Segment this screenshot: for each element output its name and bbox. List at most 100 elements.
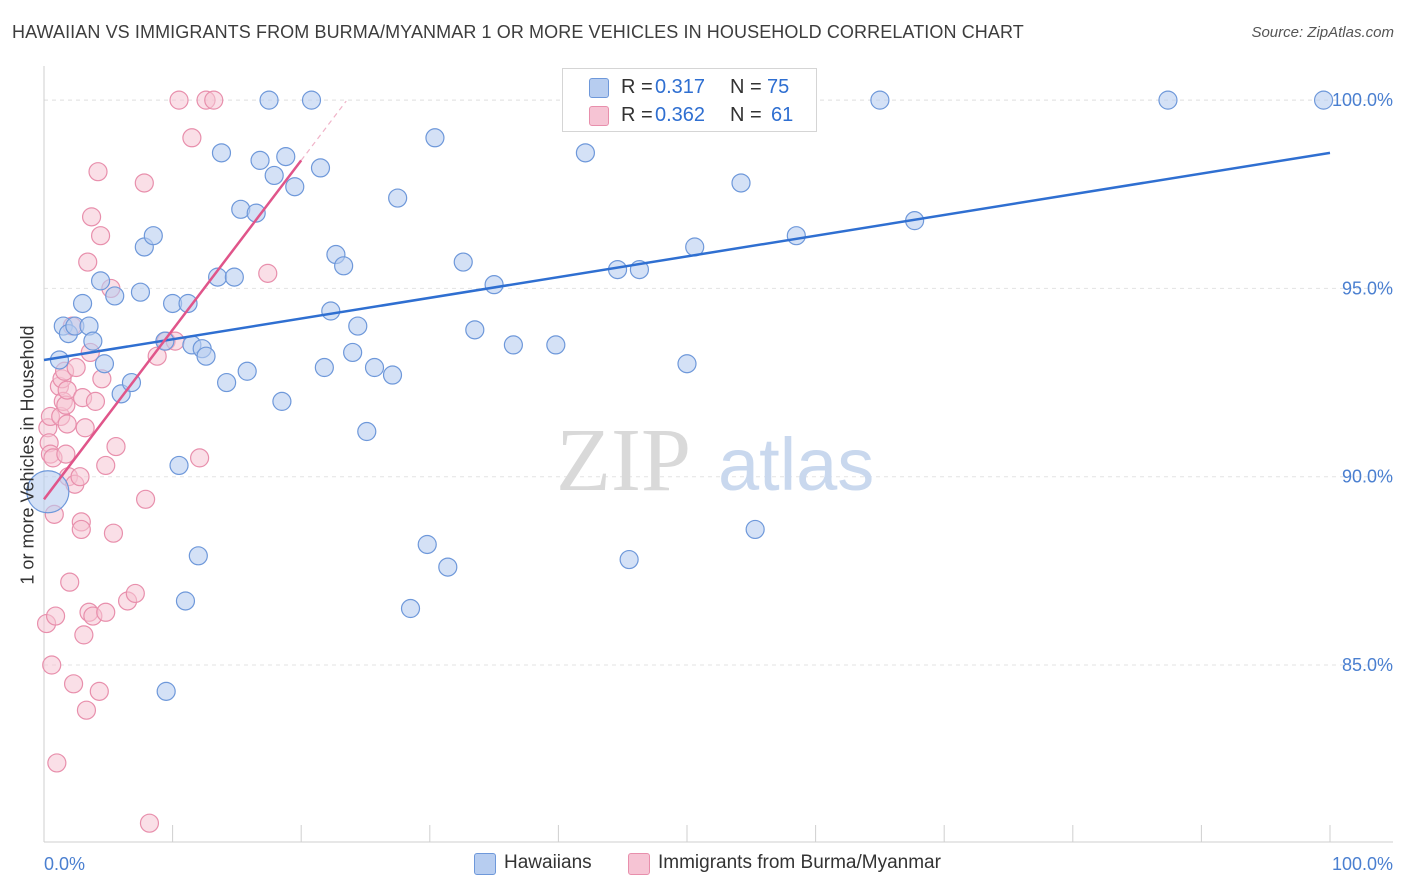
- burma-point: [139, 813, 160, 833]
- hawaiian-point: [301, 90, 322, 110]
- burma-point: [103, 523, 124, 543]
- hawaiian-point: [276, 147, 296, 167]
- hawaiian-point: [465, 320, 485, 340]
- hawaiian-point: [196, 346, 216, 366]
- y-axis-label: 1 or more Vehicles in Household: [17, 325, 38, 585]
- legend-label: Hawaiians: [504, 852, 592, 873]
- burma-point: [42, 655, 62, 675]
- hawaiian-point: [94, 354, 115, 374]
- hawaiian-point: [438, 557, 458, 577]
- burma-point: [204, 90, 224, 110]
- burma-trend-extension: [300, 100, 347, 161]
- hawaiian-point: [364, 357, 385, 378]
- x-tick-label: 0.0%: [44, 854, 85, 874]
- hawaiian-point: [382, 365, 403, 385]
- burma-legend-swatch: [628, 853, 650, 875]
- gridlines: [44, 99, 1390, 666]
- burma-point: [56, 444, 76, 464]
- hawaiian-point: [334, 256, 354, 276]
- hawaiian-point: [343, 342, 363, 363]
- n-value: 75: [767, 76, 790, 98]
- hawaiian-point: [677, 354, 697, 374]
- hawaiian-point: [143, 226, 163, 246]
- burma-point: [57, 380, 77, 400]
- source-credit: Source: ZipAtlas.com: [1251, 24, 1394, 41]
- hawaiian-point: [619, 549, 639, 570]
- hawaiian-point: [224, 267, 244, 287]
- legend-label: Immigrants from Burma/Myanmar: [658, 852, 941, 873]
- hawaiian-point: [786, 226, 806, 246]
- y-tick-label: 100.0%: [1332, 90, 1393, 110]
- burma-point: [75, 418, 95, 438]
- series-legend: Hawaiians Immigrants from Burma/Myanmar: [0, 850, 1406, 880]
- hawaiian-point: [357, 421, 377, 442]
- hawaiian-point: [348, 316, 368, 336]
- burma-point: [125, 583, 145, 604]
- stats-legend: R = 0.317 N = 75 R = 0.362 N = 61: [562, 68, 817, 132]
- hawaiian-point: [745, 519, 765, 540]
- stats-row-burma: R = 0.362 N = 61: [563, 101, 816, 129]
- hawaiian-points: [26, 90, 1334, 701]
- burma-points: [36, 90, 278, 833]
- tick-labels: 85.0% 90.0% 95.0% 100.0% 0.0% 100.0%: [44, 90, 1393, 874]
- hawaiian-point: [246, 203, 266, 223]
- hawaiian-point: [1158, 90, 1178, 110]
- burma-point: [135, 489, 156, 509]
- burma-point: [147, 346, 167, 366]
- hawaiian-point: [321, 301, 341, 321]
- y-tick-label: 90.0%: [1342, 467, 1393, 487]
- hawaiian-point: [400, 598, 421, 619]
- burma-point: [76, 700, 97, 720]
- hawaiian-point: [870, 90, 890, 110]
- hawaiian-point: [237, 361, 257, 381]
- hawaiian-point: [49, 350, 70, 370]
- burma-point: [70, 467, 90, 487]
- hawaiian-point: [731, 173, 751, 193]
- n-value: 61: [771, 104, 794, 126]
- burma-point: [81, 207, 102, 227]
- stats-row-hawaiians: R = 0.317 N = 75: [563, 73, 816, 101]
- hawaiian-point: [425, 128, 445, 148]
- y-tick-label: 95.0%: [1342, 278, 1393, 298]
- hawaiian-point: [130, 282, 151, 302]
- hawaiian-point: [188, 546, 208, 566]
- hawaiian-point: [178, 293, 198, 314]
- hawaiian-point: [484, 275, 504, 295]
- hawaiian-point: [546, 335, 566, 355]
- hawaiian-point: [72, 293, 93, 314]
- burma-point: [85, 391, 106, 411]
- y-tick-label: 85.0%: [1342, 655, 1393, 675]
- burma-swatch: [589, 106, 609, 126]
- burma-point: [169, 90, 189, 110]
- burma-point: [190, 448, 210, 468]
- burma-point: [134, 173, 154, 193]
- hawaiian-point: [388, 188, 408, 208]
- hawaiian-point: [285, 177, 305, 197]
- r-value: 0.317: [655, 76, 706, 98]
- watermark: ZIP atlas: [556, 411, 874, 510]
- x-tick-label: 100.0%: [1332, 854, 1393, 874]
- burma-point: [96, 602, 116, 622]
- hawaiian-point: [310, 158, 331, 178]
- hawaiian-point: [169, 455, 189, 476]
- hawaiian-point: [503, 335, 523, 355]
- burma-point: [63, 674, 84, 694]
- burma-point: [90, 226, 111, 246]
- burma-point: [182, 128, 202, 148]
- hawaiian-point: [90, 271, 111, 291]
- hawaiian-point: [211, 143, 232, 163]
- burma-point: [74, 625, 94, 645]
- burma-point: [89, 681, 109, 701]
- hawaiian-point: [156, 681, 176, 701]
- burma-point: [71, 519, 91, 540]
- burma-point: [88, 162, 108, 182]
- hawaiian-point: [217, 372, 237, 393]
- burma-point: [96, 455, 116, 476]
- chart-title: HAWAIIAN VS IMMIGRANTS FROM BURMA/MYANMA…: [12, 22, 1024, 42]
- burma-point: [60, 572, 80, 592]
- burma-point: [106, 436, 126, 457]
- burma-point: [57, 414, 77, 434]
- hawaiian-point: [453, 252, 473, 272]
- r-label: R =: [621, 76, 653, 98]
